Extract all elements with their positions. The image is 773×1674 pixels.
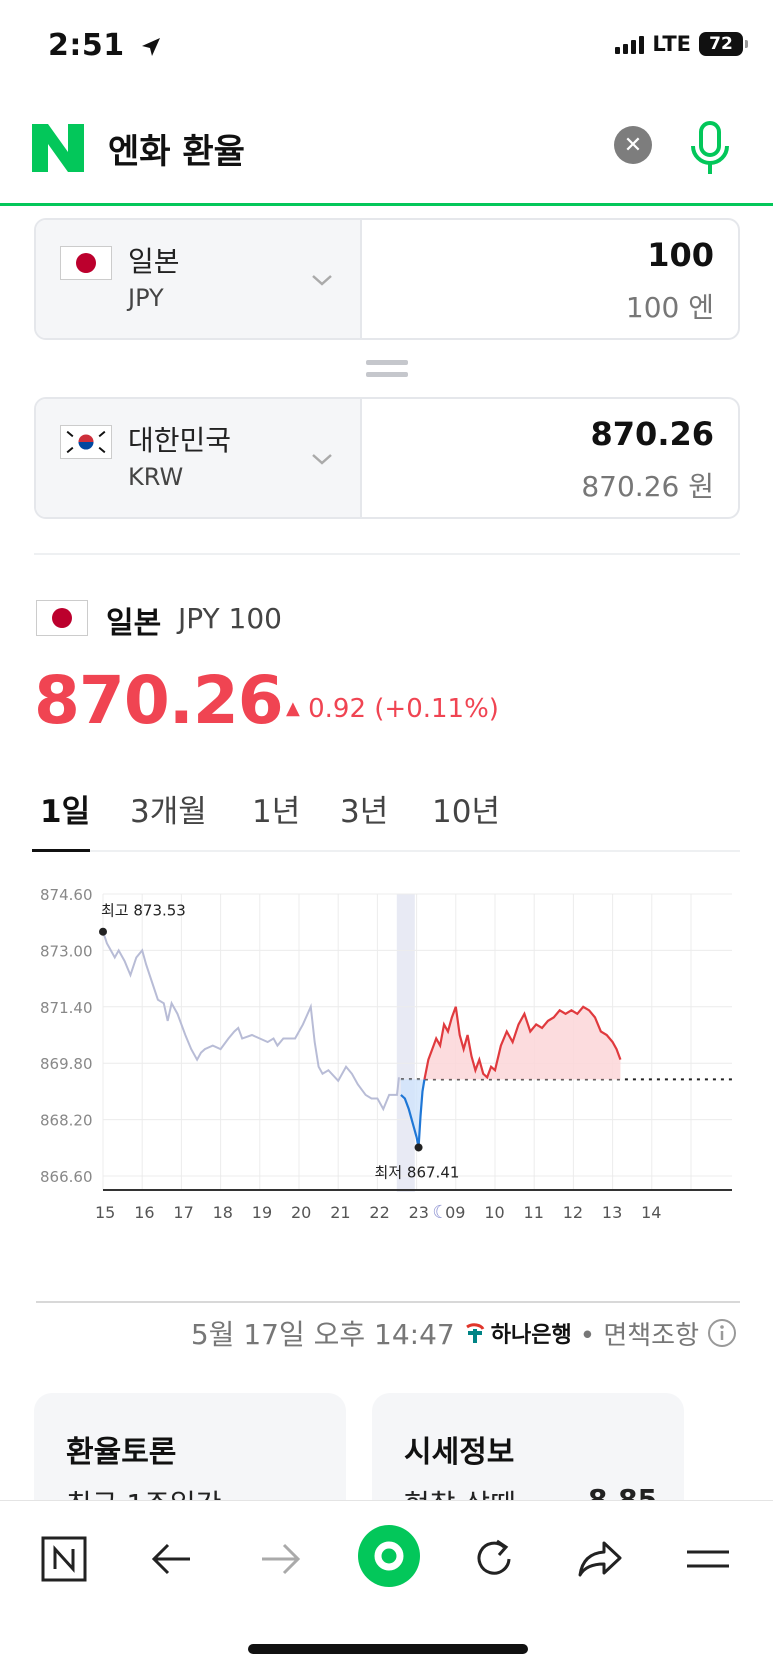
korea-flag-icon: [60, 425, 112, 459]
amount-text-from: 100 엔: [625, 291, 714, 324]
y-tick-label: 874.60: [40, 886, 93, 904]
high-point: [99, 927, 107, 936]
tab-10y[interactable]: 10년: [432, 794, 500, 830]
status-time: 2:51: [48, 28, 162, 63]
signal-icon: [615, 34, 645, 54]
hana-bank-logo-icon: [465, 1323, 485, 1343]
series-line: [400, 1079, 426, 1148]
x-tick-label: 18: [213, 1203, 233, 1222]
equals-icon: [366, 360, 408, 378]
japan-flag-icon: [60, 246, 112, 280]
x-tick-label: 19: [252, 1203, 272, 1222]
currency-code: KRW: [128, 463, 184, 491]
currency-select-to[interactable]: 대한민국 KRW: [36, 399, 362, 517]
amount-input-from[interactable]: 100: [647, 236, 714, 274]
naver-logo-icon[interactable]: [32, 124, 84, 172]
green-dot-icon[interactable]: [356, 1523, 422, 1589]
tab-3y[interactable]: 3년: [340, 794, 389, 830]
current-price: 870.26: [34, 662, 284, 739]
search-input[interactable]: 엔화 환율: [108, 132, 245, 172]
y-tick-label: 866.60: [40, 1168, 93, 1186]
high-label: 최고 873.53: [101, 902, 186, 920]
status-indicators: LTE 72: [615, 32, 748, 56]
country-label: 일본: [128, 245, 180, 278]
info-icon[interactable]: [707, 1318, 737, 1348]
bank-source[interactable]: 하나은행: [463, 1317, 572, 1349]
chevron-down-icon: [312, 275, 332, 286]
summary-country: 일본: [106, 606, 162, 641]
series-line: [423, 1005, 622, 1080]
x-tick-label: 17: [173, 1203, 193, 1222]
series-line: [102, 931, 400, 1112]
converter-from: 일본 JPY 100 100 엔: [34, 218, 740, 340]
japan-flag-icon: [36, 600, 88, 636]
x-tick-label: 09: [445, 1203, 465, 1222]
x-tick-label: 11: [524, 1203, 544, 1222]
x-tick-label: 10: [484, 1203, 504, 1222]
country-label: 대한민국: [128, 424, 232, 457]
x-tick-label: 21: [330, 1203, 350, 1222]
close-icon[interactable]: ✕: [614, 126, 652, 164]
back-arrow-icon[interactable]: [142, 1529, 202, 1589]
currency-select-from[interactable]: 일본 JPY: [36, 220, 362, 338]
x-tick-label: 15: [95, 1203, 115, 1222]
y-tick-label: 873.00: [40, 942, 93, 960]
x-tick-label: 16: [134, 1203, 154, 1222]
summary-pair: JPY 100: [178, 602, 282, 635]
share-icon[interactable]: [570, 1529, 630, 1589]
search-header: 엔화 환율 ✕: [0, 96, 773, 206]
home-indicator: [248, 1644, 528, 1654]
y-tick-label: 869.80: [40, 1055, 93, 1073]
currency-code: JPY: [128, 284, 164, 312]
amount-text-to: 870.26 원: [581, 470, 714, 503]
battery-icon: 72: [699, 32, 748, 56]
series-area-high: [424, 1006, 621, 1080]
tab-1d[interactable]: 1일: [40, 794, 91, 830]
chevron-down-icon: [312, 454, 332, 465]
refresh-icon[interactable]: [464, 1529, 524, 1589]
y-tick-label: 871.40: [40, 999, 93, 1017]
chart-timestamp: 5월 17일 오후 14:47: [190, 1318, 455, 1351]
overnight-band: [396, 894, 415, 1192]
moon-icon: ☾: [432, 1202, 448, 1223]
tab-3m[interactable]: 3개월: [130, 794, 207, 830]
x-tick-label: 23: [409, 1203, 429, 1222]
low-label: 최저 867.41: [375, 1163, 460, 1181]
low-point: [414, 1143, 423, 1152]
converter-to: 대한민국 KRW 870.26 870.26 원: [34, 397, 740, 519]
x-tick-label: 22: [369, 1203, 389, 1222]
card-title: 시세정보: [404, 1435, 515, 1470]
card-title: 환율토론: [66, 1435, 177, 1470]
x-tick-label: 14: [641, 1203, 661, 1222]
y-tick-label: 868.20: [40, 1112, 93, 1130]
forward-arrow-icon[interactable]: [250, 1529, 310, 1589]
naver-home-icon[interactable]: [34, 1529, 94, 1589]
x-tick-label: 13: [602, 1203, 622, 1222]
x-tick-label: 12: [563, 1203, 583, 1222]
tab-1y[interactable]: 1년: [252, 794, 301, 830]
up-triangle-icon: ▲: [286, 698, 300, 719]
period-tabs: 1일 3개월 1년 3년 10년: [32, 780, 740, 852]
active-tab-indicator: [32, 849, 90, 852]
amount-input-to[interactable]: 870.26: [590, 415, 714, 453]
x-tick-label: 20: [291, 1203, 311, 1222]
disclaimer-link[interactable]: • 면책조항: [579, 1320, 699, 1351]
menu-icon[interactable]: [678, 1529, 738, 1589]
microphone-icon[interactable]: [688, 120, 732, 178]
location-arrow-icon: [141, 37, 160, 56]
chart-footer: 5월 17일 오후 14:47 하나은행 • 면책조항: [191, 1313, 737, 1353]
price-change: ▲ 0.92 (+0.11%): [286, 694, 499, 724]
divider: [34, 553, 740, 555]
network-label: LTE: [652, 32, 691, 56]
